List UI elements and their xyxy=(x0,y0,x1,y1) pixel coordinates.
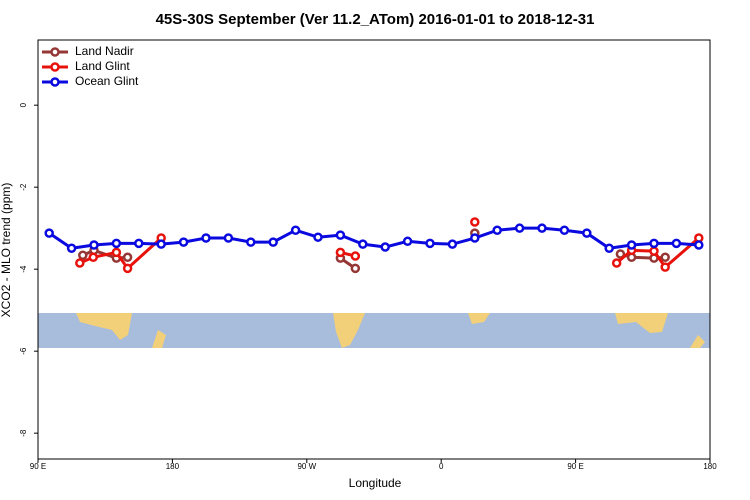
legend-label: Land Nadir xyxy=(75,44,134,58)
legend-marker xyxy=(50,77,60,87)
data-point xyxy=(122,263,133,274)
data-point xyxy=(537,223,547,233)
data-point xyxy=(626,240,637,250)
data-point xyxy=(178,237,189,247)
y-tick-label: -4 xyxy=(19,265,28,273)
data-point xyxy=(611,258,622,268)
x-tick-label: 0 xyxy=(439,462,444,471)
data-point xyxy=(88,252,99,263)
data-point xyxy=(582,228,592,238)
data-point xyxy=(615,249,626,259)
data-point xyxy=(559,225,570,235)
y-tick-label: -2 xyxy=(19,183,28,191)
data-point xyxy=(335,247,346,258)
data-point xyxy=(134,238,144,249)
data-point xyxy=(514,223,525,233)
data-point xyxy=(470,233,480,243)
chart-title: 45S-30S September (Ver 11.2_ATom) 2016-0… xyxy=(156,11,595,28)
data-point xyxy=(156,239,166,249)
series-line xyxy=(82,248,666,270)
data-point xyxy=(223,233,234,243)
data-point xyxy=(470,217,480,227)
data-point xyxy=(122,252,133,263)
x-tick-label: 180 xyxy=(703,462,717,471)
data-point xyxy=(447,239,458,249)
map-strip xyxy=(38,313,710,348)
data-point xyxy=(66,243,77,254)
data-point xyxy=(350,251,361,261)
data-point xyxy=(380,242,390,252)
y-tick-label: -8 xyxy=(19,429,28,437)
data-point xyxy=(75,258,85,268)
plot-frame xyxy=(37,39,711,460)
x-axis-label: Longitude xyxy=(349,476,402,490)
data-point xyxy=(268,237,278,247)
data-point xyxy=(492,225,502,235)
data-point xyxy=(246,237,256,247)
data-point xyxy=(78,250,88,260)
data-point xyxy=(201,233,211,243)
data-point xyxy=(649,246,659,256)
y-axis-label: XCO2 - MLO trend (ppm) xyxy=(0,183,13,318)
data-point xyxy=(313,232,323,242)
series-line xyxy=(48,226,699,250)
x-tick-label: 90 E xyxy=(30,462,46,471)
x-tick-label: 180 xyxy=(166,462,180,471)
data-point xyxy=(358,239,368,249)
data-point xyxy=(402,236,413,247)
data-point xyxy=(111,238,122,249)
data-point xyxy=(335,230,346,240)
y-tick-label: 0 xyxy=(19,102,28,107)
data-point xyxy=(649,238,659,249)
y-tick-label: -6 xyxy=(19,347,28,355)
legend-label: Land Glint xyxy=(75,59,130,73)
data-point xyxy=(44,228,54,238)
data-point xyxy=(660,252,670,263)
legend-marker xyxy=(50,47,60,57)
data-point xyxy=(350,263,361,274)
x-tick-label: 90 W xyxy=(297,462,316,471)
data-point xyxy=(694,240,704,250)
data-point xyxy=(290,225,301,235)
data-point xyxy=(425,238,435,249)
data-point xyxy=(671,238,682,249)
data-point xyxy=(111,247,122,258)
data-point xyxy=(660,262,670,272)
legend-label: Ocean Glint xyxy=(75,74,139,88)
data-point xyxy=(89,240,99,250)
x-tick-label: 90 E xyxy=(567,462,583,471)
data-point xyxy=(604,243,614,254)
legend-marker xyxy=(50,62,60,72)
